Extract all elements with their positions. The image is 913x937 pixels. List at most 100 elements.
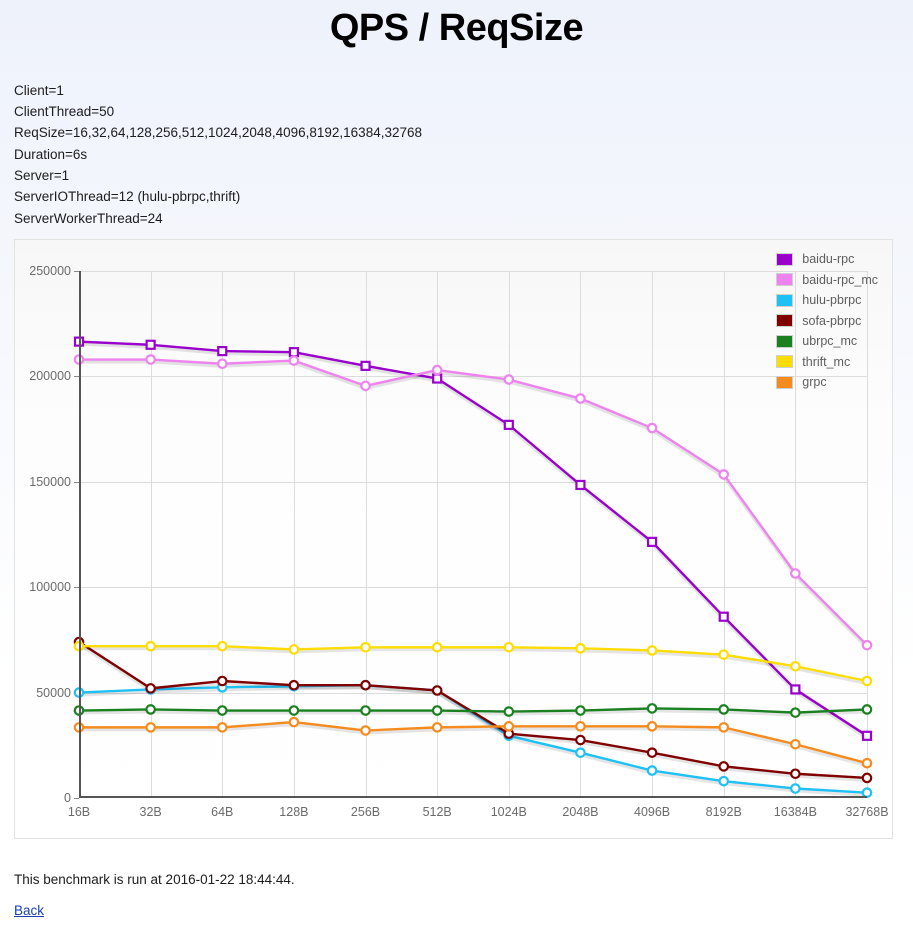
legend-item-baidu-rpc[interactable]: baidu-rpc (776, 252, 878, 266)
legend-item-ubrpc_mc[interactable]: ubrpc_mc (776, 334, 878, 348)
series-marker (145, 683, 156, 694)
series-marker (216, 358, 228, 370)
series-marker (646, 765, 658, 776)
series-marker (288, 679, 300, 691)
legend-label: grpc (802, 375, 827, 389)
series-marker (288, 355, 300, 366)
series-marker (646, 645, 658, 656)
series-marker (360, 679, 371, 691)
series-marker (575, 721, 586, 732)
series-marker (360, 641, 371, 653)
series-marker (790, 684, 801, 695)
series-marker (216, 722, 228, 733)
page-title: QPS / ReqSize (329, 7, 584, 49)
x-axis-tick-label: 1024B (490, 805, 527, 819)
series-marker (646, 747, 658, 758)
series-marker (431, 705, 443, 716)
series-marker (718, 469, 730, 480)
series-marker (646, 703, 658, 714)
series-marker (431, 722, 443, 733)
legend-label: thrift_mc (802, 354, 851, 369)
series-marker (431, 641, 443, 653)
series-marker (145, 354, 156, 365)
series-marker (216, 640, 228, 652)
series-line (77, 720, 869, 765)
x-axis-tick-label: 256B (350, 805, 381, 819)
series-marker (861, 639, 873, 651)
y-axis-tick-mark (74, 587, 79, 589)
series-marker (861, 772, 873, 784)
gridline-vertical (150, 271, 152, 798)
series-line-shadow (79, 723, 868, 768)
series-marker (790, 783, 801, 794)
chart-series-hulu-pbrpc (73, 679, 873, 799)
y-axis-tick-mark (74, 376, 79, 378)
chart-legend: baidu-rpc baidu-rpc_mc hulu-pbrpc sofa-pbrp… (776, 252, 878, 389)
gridline-vertical (365, 271, 367, 798)
legend-color-swatch (776, 273, 794, 286)
series-marker (861, 757, 873, 769)
series-marker (861, 787, 873, 799)
legend-item-sofa-pbrpc[interactable]: sofa-pbrpc (776, 314, 878, 328)
chart-series-baidu-rpc (73, 336, 873, 741)
series-line-shadow (79, 360, 869, 649)
series-line-shadow (78, 643, 868, 782)
chart-series-ubrpc_mc (73, 703, 873, 718)
gridline-vertical (723, 271, 725, 798)
series-marker (718, 722, 730, 733)
x-axis-tick-label: 8192B (705, 805, 742, 819)
series-line-shadow (78, 342, 868, 740)
chart-card: baidu-rpc baidu-rpc_mc hulu-pbrpc sofa-pbrp… (14, 239, 893, 839)
series-marker (718, 704, 730, 715)
series-marker (360, 360, 371, 371)
legend-label: baidu-rpc_mc (802, 272, 878, 287)
series-marker (145, 640, 156, 652)
series-line-shadow (79, 647, 868, 685)
gridline-vertical (867, 271, 868, 798)
series-marker (790, 660, 801, 672)
series-marker (718, 775, 730, 787)
series-marker (575, 747, 586, 758)
y-axis-tick-label: 250000 (29, 264, 71, 278)
series-marker (360, 725, 371, 736)
series-marker (360, 380, 371, 392)
benchmark-parameters: Client=1 ClientThread=50 ReqSize=16,32,6… (14, 80, 913, 229)
legend-item-hulu-pbrpc[interactable]: hulu-pbrpc (776, 293, 878, 307)
y-axis-tick-label: 200000 (29, 369, 71, 384)
legend-item-grpc[interactable]: grpc (776, 375, 878, 389)
series-marker (431, 364, 443, 376)
param-line: ReqSize=16,32,64,128,256,512,1024,2048,4… (14, 125, 422, 141)
legend-color-swatch (776, 355, 794, 368)
gridline-vertical (652, 271, 654, 798)
series-marker (503, 721, 515, 732)
param-line: Duration=6s (14, 146, 88, 162)
series-marker (216, 675, 228, 687)
series-marker (575, 643, 586, 654)
x-axis-tick-label: 4096B (634, 805, 671, 819)
y-axis-tick-label: 0 (64, 791, 71, 805)
legend-label: sofa-pbrpc (802, 313, 862, 328)
legend-label: baidu-rpc (802, 252, 855, 266)
chart-series-grpc (73, 716, 873, 769)
gridline-horizontal (79, 271, 867, 272)
series-marker (503, 374, 515, 385)
series-marker (718, 761, 730, 772)
series-line (77, 684, 869, 794)
benchmark-timestamp: This benchmark is run at 2016-01-22 18:4… (14, 872, 295, 887)
series-marker (431, 685, 443, 696)
series-marker (861, 704, 873, 715)
legend-color-swatch (776, 293, 794, 307)
x-axis-tick-label: 2048B (562, 805, 599, 819)
legend-item-baidu-rpc_mc[interactable]: baidu-rpc_mc (776, 273, 878, 287)
series-line (77, 645, 869, 683)
series-marker (575, 479, 586, 491)
legend-label: ubrpc_mc (802, 334, 858, 348)
series-marker (575, 705, 586, 716)
chart-series-thrift_mc (73, 640, 873, 687)
series-marker (790, 768, 801, 780)
legend-color-swatch (776, 375, 794, 389)
gridline-vertical (508, 271, 510, 798)
back-link[interactable]: Back (14, 903, 45, 918)
param-line: Server=1 (14, 167, 70, 183)
legend-item-thrift_mc[interactable]: thrift_mc (776, 355, 878, 369)
